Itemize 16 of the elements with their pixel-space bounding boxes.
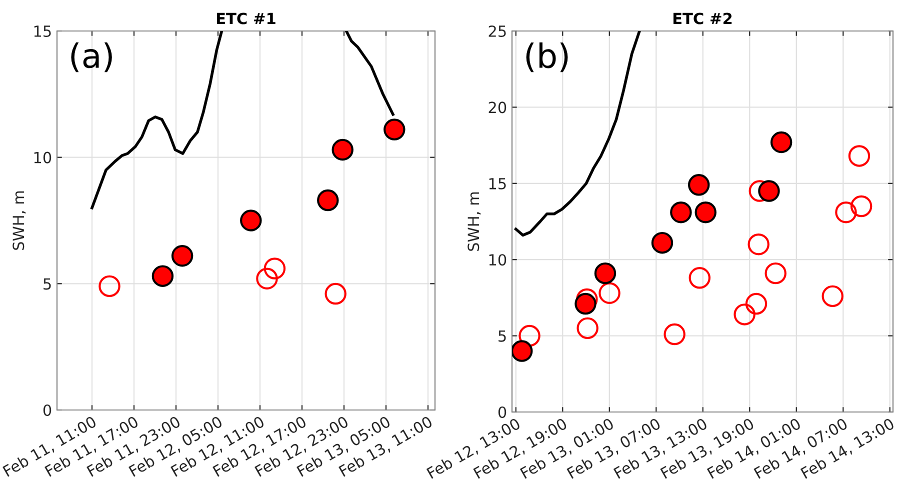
y-tick-label: 10 <box>34 152 52 164</box>
y-tick-label: 15 <box>489 178 506 190</box>
annotation: (a) <box>71 42 112 72</box>
y-tick-label: 0 <box>498 406 506 418</box>
y-tick-label: 15 <box>34 26 51 38</box>
y-tick-label: 25 <box>488 25 506 38</box>
y-tick-label: 20 <box>488 102 506 114</box>
y-axis-title: SWH, m <box>468 192 481 251</box>
chart-title: ETC #2 <box>673 12 732 24</box>
y-tick-label: 5 <box>44 278 51 290</box>
y-tick-label: 0 <box>43 404 52 416</box>
chart-title: ETC #1 <box>216 12 276 24</box>
annotation: (b) <box>526 42 568 72</box>
y-axis-title: SWH, m <box>12 191 26 250</box>
y-tick-label: 5 <box>498 330 506 342</box>
y-tick-label: 10 <box>489 254 506 266</box>
